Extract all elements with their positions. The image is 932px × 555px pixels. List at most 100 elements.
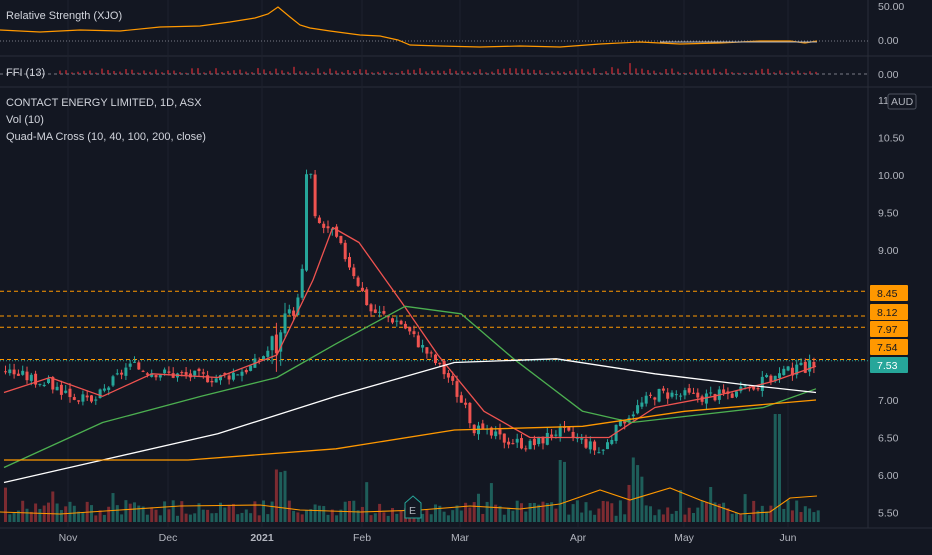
candle-body bbox=[249, 365, 253, 371]
ma-legend[interactable]: Quad-MA Cross (10, 40, 100, 200, close) bbox=[6, 131, 206, 143]
volume-bar bbox=[455, 505, 459, 522]
candle-body bbox=[571, 431, 575, 438]
volume-bar bbox=[219, 502, 222, 522]
candle-body bbox=[425, 347, 429, 354]
volume-bar bbox=[683, 514, 687, 522]
volume-ma-line bbox=[0, 487, 818, 515]
volume-bar bbox=[12, 512, 16, 522]
volume-bar bbox=[77, 511, 81, 522]
volume-bar bbox=[739, 514, 743, 522]
candle-body bbox=[38, 383, 42, 385]
candle-body bbox=[236, 374, 240, 376]
candle-body bbox=[322, 223, 326, 228]
rs-tick-label: 50.00 bbox=[878, 1, 904, 13]
candle-body bbox=[421, 344, 425, 348]
candle-body bbox=[326, 226, 330, 229]
volume-bar bbox=[206, 509, 210, 522]
volume-bar bbox=[550, 502, 554, 522]
candle-body bbox=[257, 360, 261, 362]
volume-bar bbox=[618, 500, 622, 522]
volume-bar bbox=[601, 500, 605, 522]
volume-bar bbox=[150, 507, 154, 522]
candle-body bbox=[47, 378, 50, 383]
volume-bar bbox=[575, 500, 579, 522]
candle-body bbox=[567, 427, 571, 431]
volume-bar bbox=[373, 513, 377, 522]
volume-bar bbox=[773, 414, 777, 522]
volume-bar bbox=[395, 513, 399, 522]
volume-bar bbox=[154, 509, 158, 522]
candle-body bbox=[21, 370, 25, 375]
candle-body bbox=[266, 350, 270, 357]
candle-body bbox=[29, 374, 33, 381]
candle-body bbox=[606, 442, 609, 450]
time-axis-label: 2021 bbox=[250, 532, 274, 544]
candle-body bbox=[584, 439, 588, 448]
volume-bar bbox=[795, 500, 799, 522]
candle-body bbox=[137, 362, 141, 370]
candle-body bbox=[25, 371, 29, 381]
volume-bar bbox=[317, 505, 321, 522]
volume-bar bbox=[760, 505, 764, 522]
candle-body bbox=[455, 381, 459, 397]
candle-body bbox=[623, 420, 627, 424]
candle-body bbox=[403, 323, 407, 329]
volume-bar bbox=[124, 500, 128, 522]
candle-body bbox=[378, 311, 382, 313]
candle-body bbox=[722, 389, 726, 394]
price-tick-label: 5.50 bbox=[878, 508, 899, 520]
price-tick-label: 6.00 bbox=[878, 470, 899, 482]
price-level-tag bbox=[870, 339, 908, 355]
candle-body bbox=[597, 452, 601, 454]
volume-bar bbox=[614, 515, 618, 522]
rs-legend[interactable]: Relative Strength (XJO) bbox=[6, 10, 123, 22]
volume-bar bbox=[459, 510, 463, 522]
vol-legend[interactable]: Vol (10) bbox=[6, 114, 44, 126]
volume-bar bbox=[38, 508, 42, 522]
price-tick-label: 9.00 bbox=[878, 245, 899, 257]
candle-body bbox=[395, 320, 399, 322]
volume-bar bbox=[588, 510, 592, 522]
main-title[interactable]: CONTACT ENERGY LIMITED, 1D, ASX bbox=[6, 97, 202, 109]
volume-bar bbox=[210, 513, 214, 522]
candle-body bbox=[438, 362, 442, 364]
volume-bar bbox=[726, 508, 730, 522]
volume-bar bbox=[300, 514, 304, 522]
candle-body bbox=[649, 394, 652, 396]
candle-body bbox=[193, 370, 197, 376]
candle-body bbox=[16, 373, 20, 376]
volume-bar bbox=[769, 505, 773, 522]
candle-body bbox=[752, 386, 756, 390]
candle-body bbox=[201, 372, 205, 374]
price-level-tag-label: 7.97 bbox=[877, 324, 898, 336]
volume-bar bbox=[391, 507, 394, 522]
volume-bar bbox=[223, 507, 227, 522]
volume-bar bbox=[515, 500, 519, 522]
candle-body bbox=[317, 217, 321, 224]
volume-bar bbox=[704, 502, 708, 522]
volume-bar bbox=[90, 505, 93, 522]
ffi-legend[interactable]: FFI (13) bbox=[6, 67, 46, 79]
candle-body bbox=[4, 371, 7, 373]
volume-bar bbox=[184, 513, 188, 522]
candle-body bbox=[128, 363, 132, 367]
volume-bar bbox=[597, 508, 601, 522]
price-level-tag bbox=[870, 304, 908, 320]
candle-body bbox=[163, 369, 167, 374]
volume-bar bbox=[803, 506, 807, 522]
candle-body bbox=[42, 384, 46, 387]
volume-bar bbox=[593, 514, 597, 522]
candle-body bbox=[77, 400, 81, 402]
price-tick-label: 11 bbox=[878, 95, 889, 107]
volume-bar bbox=[713, 502, 717, 522]
candle-body bbox=[507, 441, 511, 445]
candle-body bbox=[464, 402, 468, 405]
volume-bar bbox=[141, 506, 145, 522]
volume-bar bbox=[249, 513, 253, 522]
candle-body bbox=[610, 439, 614, 444]
candle-body bbox=[416, 335, 420, 348]
candle-body bbox=[300, 268, 304, 298]
time-axis-label: Mar bbox=[451, 532, 470, 544]
